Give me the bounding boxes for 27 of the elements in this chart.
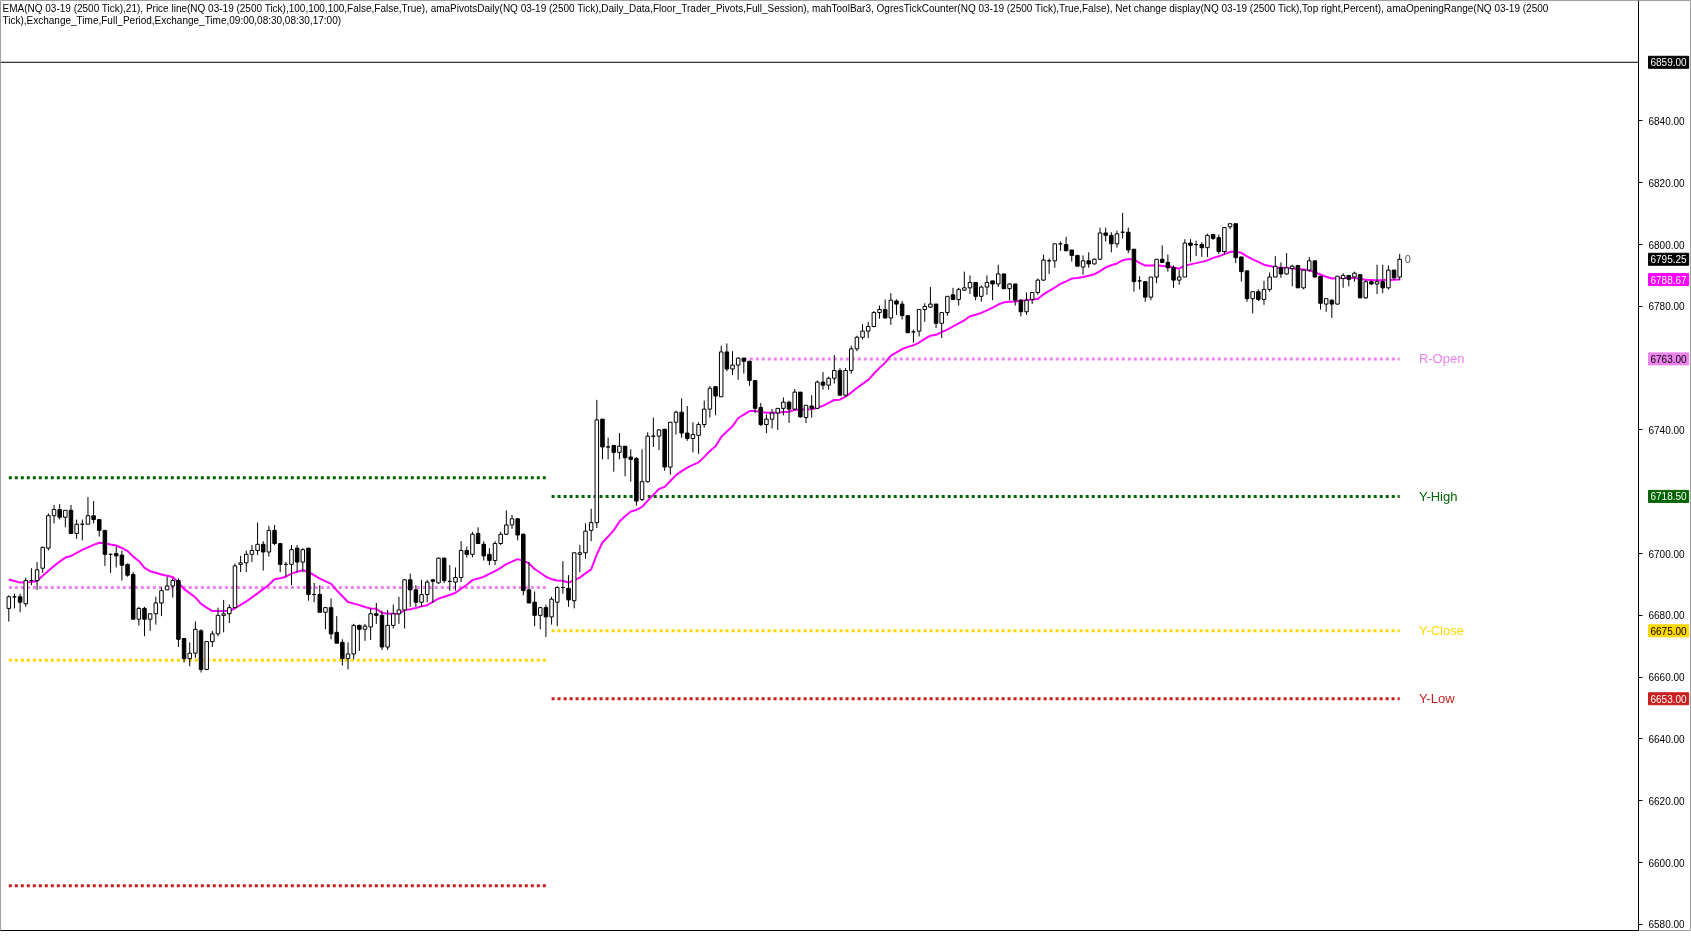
y-tick-label: 6675.00	[1650, 625, 1688, 637]
candlestick	[34, 561, 40, 591]
y-tick-label: 6840.00	[1648, 116, 1686, 127]
candlestick	[6, 594, 12, 623]
y-tick-label: 6859.00	[1650, 57, 1688, 69]
y-tick-label: 6718.50	[1650, 491, 1688, 503]
y-tick-label: 6763.00	[1650, 353, 1688, 365]
y-tick-label: 6800.00	[1648, 239, 1686, 251]
y-tick-label: 6795.25	[1650, 254, 1688, 266]
series-label: Y-High	[1418, 488, 1458, 504]
y-tick-label: 6820.00	[1648, 177, 1686, 189]
y-tick-label: 6660.00	[1648, 672, 1686, 684]
series-label: R-Open	[1418, 351, 1465, 367]
y-tick-label: 6788.67	[1650, 274, 1688, 286]
series-label: Y-Close	[1418, 623, 1464, 639]
y-tick-label: 6680.00	[1648, 610, 1686, 622]
y-tick-label: 6600.00	[1648, 857, 1686, 869]
y-tick-label: 6580.00	[1648, 919, 1686, 931]
y-tick-label: 6740.00	[1648, 424, 1686, 436]
text: 0	[1404, 253, 1411, 266]
text: EMA(NQ 03-19 (2500 Tick),21), Price line(NQ 03-19 (2500 Tick),100,100,100,False,False,True), amaPivotsDaily(NQ 03-19 (2500 Tick),Daily_Data,Floor_Trader_Pivots,Full_Session), mahToolBar3, OgresTickCounter(NQ 03-19 (2500 Tick),True,False), Net change display(NQ 03-19 (2500 Tick),Top right,Percent), amaOpeningRange(NQ 03-19 (2500 Tick),Exchange_Time,Full_Period,Exchange_Time,09:00,08:30,08:30,17:00)	[2, 2, 1549, 27]
y-tick-label: 6700.00	[1648, 548, 1686, 560]
series-label: Y-Low	[1418, 691, 1456, 707]
y-tick-label: 6640.00	[1648, 733, 1686, 745]
y-tick-label: 6653.00	[1650, 693, 1688, 705]
y-tick-label: 6780.00	[1648, 301, 1686, 313]
y-tick-label: 6620.00	[1648, 795, 1686, 807]
